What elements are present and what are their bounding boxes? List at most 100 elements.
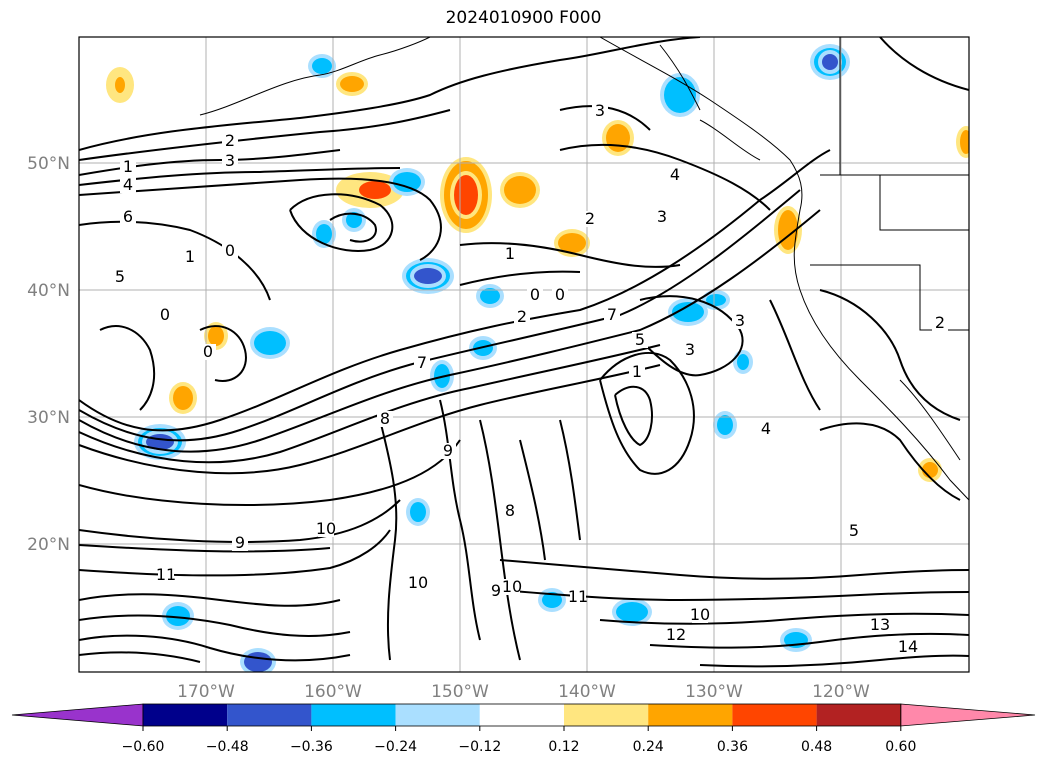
contour-label-bg bbox=[502, 503, 518, 519]
contour-label-bg bbox=[629, 364, 645, 380]
contour-label: 10 bbox=[690, 605, 710, 624]
latitude-labels: 50°N 40°N 30°N 20°N bbox=[27, 154, 70, 555]
contour-label-bg bbox=[502, 246, 518, 262]
contour-label-bg bbox=[570, 589, 586, 605]
contour-label: 0 bbox=[530, 285, 540, 304]
contour-label: 5 bbox=[115, 267, 125, 286]
longitude-label: 170°W bbox=[177, 682, 235, 702]
contour-label: 2 bbox=[935, 313, 945, 332]
contour-label: 13 bbox=[870, 615, 890, 634]
contour-label-bg bbox=[604, 307, 620, 323]
longitude-label: 160°W bbox=[304, 682, 362, 702]
contour-label-bg bbox=[112, 269, 128, 285]
contour-label-bg bbox=[692, 607, 708, 623]
anomaly-patch bbox=[312, 58, 332, 74]
latitude-label: 50°N bbox=[27, 154, 70, 174]
contour-label-bg bbox=[552, 287, 568, 303]
colorbar-segment bbox=[648, 704, 733, 726]
contour-label: 3 bbox=[735, 311, 745, 330]
anomaly-patch bbox=[454, 175, 478, 215]
anomaly-patch bbox=[922, 462, 938, 478]
contour-label-bg bbox=[732, 313, 748, 329]
contour-label: 7 bbox=[607, 305, 617, 324]
contour-label: 0 bbox=[555, 285, 565, 304]
contour-label: 2 bbox=[585, 209, 595, 228]
anomaly-patch bbox=[414, 268, 442, 284]
anomaly-patch bbox=[558, 233, 586, 253]
contour-label-bg bbox=[632, 332, 648, 348]
colorbar-tick-label: 0.12 bbox=[548, 739, 579, 755]
contour-label: 2 bbox=[225, 131, 235, 150]
contour-label-bg bbox=[120, 159, 136, 175]
anomaly-patch bbox=[340, 76, 364, 92]
contour-label-bg bbox=[222, 243, 238, 259]
contour-label: 10 bbox=[316, 519, 336, 538]
contour-label: 5 bbox=[849, 521, 859, 540]
colorbar-tick-label: −0.12 bbox=[458, 739, 501, 755]
contour-label: 0 bbox=[225, 241, 235, 260]
colorbar-segment bbox=[816, 704, 901, 726]
contour-label: 12 bbox=[666, 625, 686, 644]
colorbar-extend-high bbox=[900, 703, 1036, 727]
contour-label-bg bbox=[410, 575, 426, 591]
contour-label: 5 bbox=[635, 330, 645, 349]
colorbar-segment bbox=[227, 704, 312, 726]
anomaly-patch bbox=[960, 130, 969, 154]
contour-label-bg bbox=[654, 209, 670, 225]
colorbar-segment bbox=[311, 704, 396, 726]
contour-label-bg bbox=[582, 211, 598, 227]
anomaly-patch bbox=[504, 176, 536, 204]
contour-label: 6 bbox=[123, 207, 133, 226]
anomaly-patch bbox=[393, 172, 421, 192]
colorbar-tick-label: −0.24 bbox=[374, 739, 417, 755]
anomaly-patch bbox=[359, 181, 391, 199]
contour-label: 2 bbox=[517, 307, 527, 326]
contour-label-bg bbox=[120, 177, 136, 193]
anomaly-patch bbox=[706, 294, 726, 306]
contour-label: 4 bbox=[670, 165, 680, 184]
anomaly-patch bbox=[244, 652, 272, 672]
contour-label: 9 bbox=[443, 441, 453, 460]
contour-label: 7 bbox=[417, 353, 427, 372]
contour-label-bg bbox=[440, 443, 456, 459]
colorbar-tick-label: −0.60 bbox=[122, 739, 165, 755]
anomaly-patch bbox=[616, 602, 648, 622]
contour-label: 3 bbox=[595, 101, 605, 120]
contour-label-bg bbox=[514, 309, 530, 325]
colorbar-tick-label: 0.36 bbox=[717, 739, 748, 755]
contour-label-bg bbox=[592, 103, 608, 119]
anomaly-patch bbox=[166, 606, 190, 626]
contour-label-bg bbox=[377, 411, 393, 427]
latitude-label: 30°N bbox=[27, 408, 70, 428]
longitude-label: 130°W bbox=[685, 682, 743, 702]
contour-label: 4 bbox=[123, 175, 133, 194]
contour-label-bg bbox=[318, 521, 334, 537]
colorbar: −0.60 −0.48 −0.36 −0.24 −0.12 0.12 0.24 0.36 0.4… bbox=[11, 703, 1036, 755]
contour-label-bg bbox=[504, 579, 520, 595]
anomaly-patch bbox=[672, 302, 704, 322]
contour-label: 1 bbox=[185, 247, 195, 266]
contour-label-bg bbox=[932, 315, 948, 331]
contour-label-bg bbox=[527, 287, 543, 303]
contour-label-bg bbox=[414, 355, 430, 371]
latitude-label: 40°N bbox=[27, 281, 70, 301]
contour-label: 10 bbox=[408, 573, 428, 592]
contour-label-bg bbox=[120, 209, 136, 225]
contour-label-bg bbox=[668, 627, 684, 643]
anomaly-patch bbox=[316, 224, 332, 244]
colorbar-tick-label: −0.48 bbox=[206, 739, 249, 755]
colorbar-segment bbox=[564, 704, 649, 726]
contour-label: 3 bbox=[657, 207, 667, 226]
contour-label: 11 bbox=[568, 587, 588, 606]
contour-label: 0 bbox=[203, 342, 213, 361]
contour-label-bg bbox=[872, 617, 888, 633]
longitude-labels: 170°W 160°W 150°W 140°W 130°W 120°W bbox=[177, 682, 870, 702]
map-frame bbox=[78, 36, 970, 673]
contour-label-bg bbox=[200, 344, 216, 360]
contour-label: 1 bbox=[632, 362, 642, 381]
contour-label-bg bbox=[222, 153, 238, 169]
anomaly-patch bbox=[542, 592, 562, 608]
longitude-label: 140°W bbox=[558, 682, 616, 702]
